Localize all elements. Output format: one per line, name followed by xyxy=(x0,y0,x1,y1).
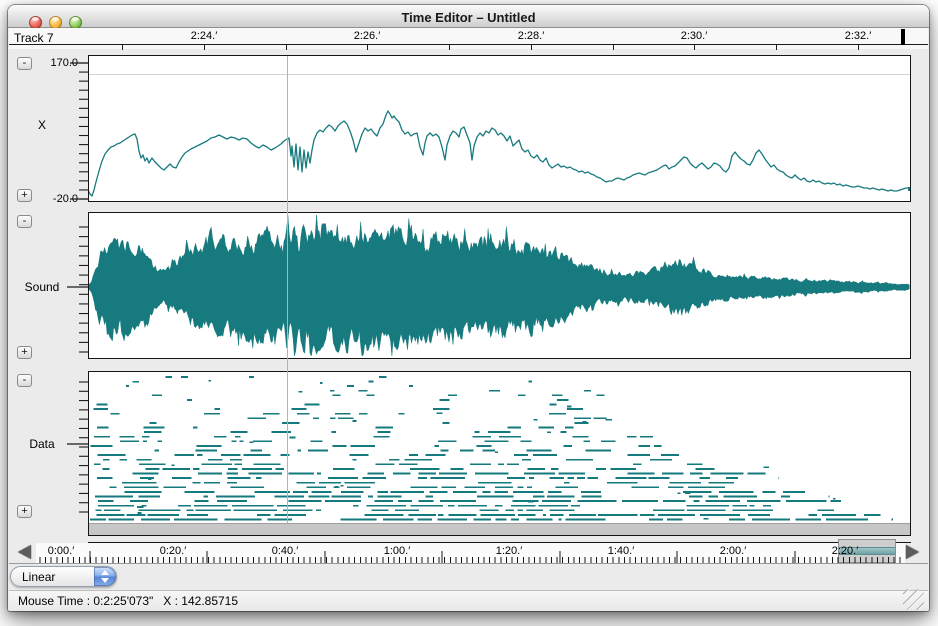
sound-panel-collapse-button[interactable]: - xyxy=(17,215,32,228)
top-ruler-time-label: 2:30.′ xyxy=(681,30,708,42)
bottom-ruler-time-label: 0:00.′ xyxy=(48,545,75,557)
data-panel-bottom-strip xyxy=(89,523,910,535)
top-ruler-tick xyxy=(122,45,123,50)
popup-stepper-cap[interactable] xyxy=(94,567,116,586)
top-ruler-tick xyxy=(204,45,205,50)
x-panel-collapse-button[interactable]: - xyxy=(17,57,32,70)
top-ruler-tick xyxy=(449,45,450,50)
bottom-ruler-bottomline xyxy=(9,563,928,564)
bottom-ruler-time-label: 1:00.′ xyxy=(384,545,411,557)
track-label: Track 7 xyxy=(14,31,54,45)
top-time-ruler[interactable] xyxy=(9,28,928,49)
time-editor-screen: Time Editor – Untitled Track 7 - + - + -… xyxy=(0,0,938,626)
bottom-ruler-time-label: 2:00.′ xyxy=(720,545,747,557)
top-ruler-tick xyxy=(613,45,614,50)
resize-grip[interactable] xyxy=(903,589,924,610)
top-ruler-tick xyxy=(776,45,777,50)
scale-select[interactable]: Linear xyxy=(10,566,117,587)
bottom-ruler-ticks xyxy=(9,543,928,564)
top-ruler-tick xyxy=(531,45,532,50)
top-ruler-time-label: 2:26.′ xyxy=(354,30,381,42)
bottom-ruler-time-label: 0:40.′ xyxy=(272,545,299,557)
x-contour-plot[interactable] xyxy=(89,56,910,201)
mouse-cursor-line xyxy=(287,56,288,523)
top-ruler-time-label: 2:24.′ xyxy=(191,30,218,42)
top-ruler-tick xyxy=(286,45,287,50)
top-ruler-time-label: 2:32.′ xyxy=(845,30,872,42)
sound-panel-expand-button[interactable]: + xyxy=(17,346,32,359)
bottom-ruler-time-label: 0:20.′ xyxy=(160,545,187,557)
popup-down-arrow-icon xyxy=(101,578,109,583)
top-ruler-end-bar xyxy=(901,29,905,45)
top-ruler-time-label: 2:28.′ xyxy=(518,30,545,42)
scroll-right-arrow[interactable] xyxy=(906,545,919,559)
top-ruler-tick xyxy=(858,45,859,50)
data-panel-collapse-button[interactable]: - xyxy=(17,374,32,387)
bottom-ruler-time-label: 1:40.′ xyxy=(608,545,635,557)
data-panel-expand-button[interactable]: + xyxy=(17,505,32,518)
top-ruler-baseline xyxy=(9,44,928,45)
popup-up-arrow-icon xyxy=(101,570,109,575)
data-partials-plot[interactable] xyxy=(89,372,910,522)
sound-waveform-plot[interactable] xyxy=(89,213,910,358)
axis-tick-marks xyxy=(60,49,90,529)
status-text: Mouse Time : 0:2:25'073" X : 142.85715 xyxy=(18,594,238,608)
bottom-ruler-time-label: 1:20.′ xyxy=(496,545,523,557)
bottom-ruler-time-label: 2:20.′ xyxy=(832,545,859,557)
top-ruler-tick xyxy=(694,45,695,50)
window-title: Time Editor – Untitled xyxy=(8,10,929,25)
x-panel-expand-button[interactable]: + xyxy=(17,189,32,202)
scroll-left-arrow[interactable] xyxy=(18,545,31,559)
scale-select-value: Linear xyxy=(22,570,55,584)
top-ruler-tick xyxy=(367,45,368,50)
